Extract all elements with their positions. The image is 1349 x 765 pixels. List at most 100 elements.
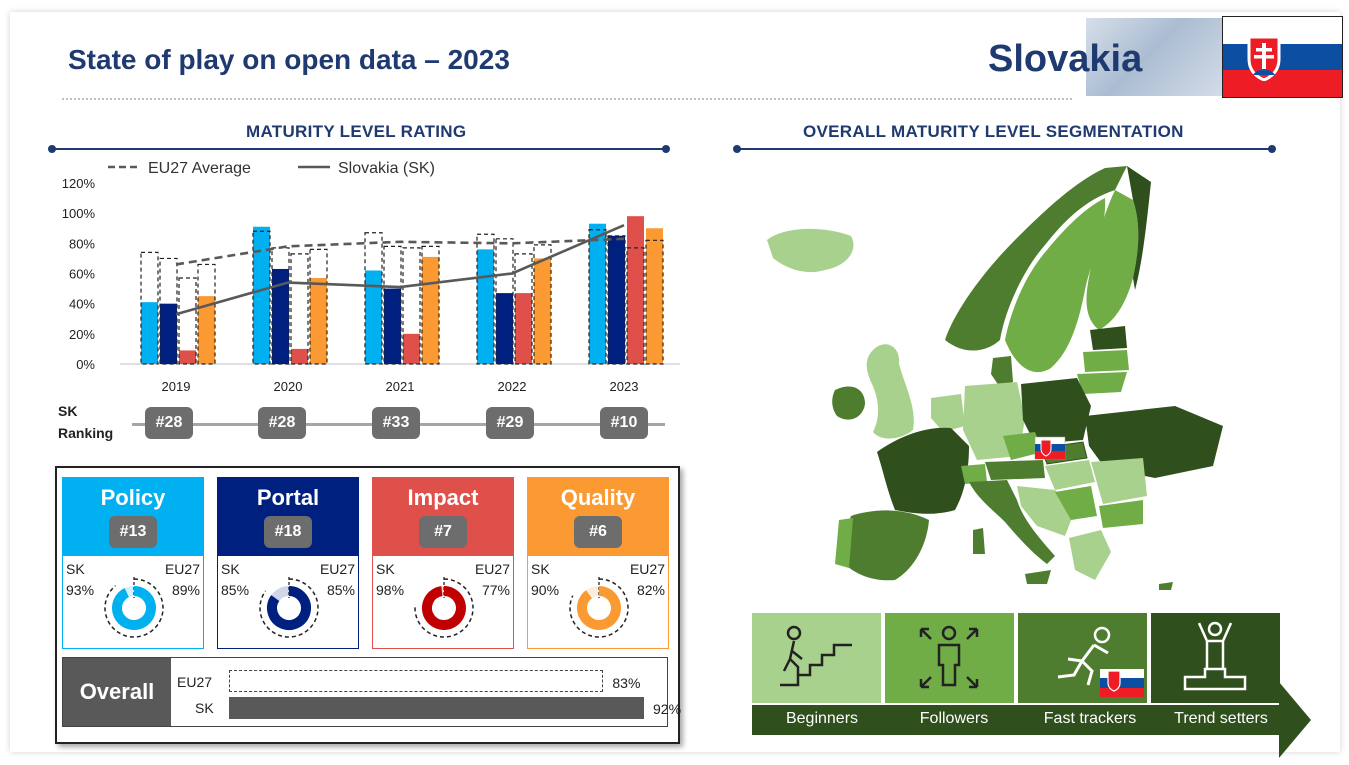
map-greece xyxy=(1069,530,1111,580)
eu27-outline-policy-2022 xyxy=(476,233,495,365)
maturity-rating-title: MATURITY LEVEL RATING xyxy=(246,122,467,141)
map-benelux xyxy=(931,394,965,432)
rank-badge-2019: #28 xyxy=(145,407,193,439)
bar-impact-2021 xyxy=(403,333,420,364)
bar-policy-2023 xyxy=(589,223,606,364)
segment-label-trend-setters: Trend setters xyxy=(1174,710,1268,727)
overall-sk-bar xyxy=(229,697,644,719)
impact-sk-value: 98% xyxy=(376,582,405,598)
eu27-outline-quality-2023 xyxy=(645,239,664,365)
map-serbia xyxy=(1055,486,1097,520)
quality-eu-label: EU27 xyxy=(629,561,665,577)
quality-sk-ring xyxy=(577,586,621,630)
y-tick-label: 120% xyxy=(62,176,96,191)
overall-eu27-value: 83% xyxy=(612,675,641,691)
impact-sk-ring xyxy=(422,586,466,630)
rank-badge-2021: #33 xyxy=(372,407,420,439)
bar-policy-2022 xyxy=(477,249,494,364)
overall-sk-name: SK xyxy=(195,700,214,716)
policy-eu-value: 89% xyxy=(171,582,200,598)
quality-card: Quality #6 SK 90% EU27 82% xyxy=(527,477,669,649)
x-tick-label: 2020 xyxy=(274,379,303,394)
segment-label-followers: Followers xyxy=(919,710,989,727)
bar-quality-2019 xyxy=(198,296,215,364)
map-north-east xyxy=(1127,166,1151,290)
impact-eu27-ring xyxy=(414,578,474,638)
overall-eu27-bar xyxy=(229,670,604,692)
segmentation-legend xyxy=(752,613,1281,735)
bar-portal-2020 xyxy=(272,268,289,364)
runner-icon xyxy=(1057,626,1144,697)
arrow-head-icon xyxy=(1279,682,1311,758)
stairs-climber-icon xyxy=(780,625,852,687)
ranking-label-line2: Ranking xyxy=(58,425,114,441)
bar-impact-2022 xyxy=(515,293,532,364)
bar-quality-2022 xyxy=(534,258,551,364)
portal-card-header: Portal #18 xyxy=(218,478,358,556)
bar-impact-2023 xyxy=(627,216,644,364)
eu27-outline-impact-2021 xyxy=(402,247,421,365)
y-tick-label: 0% xyxy=(76,357,95,372)
eu27-outline-policy-2019 xyxy=(140,251,159,365)
portal-eu-value: 85% xyxy=(326,582,355,598)
segment-label-fast-trackers: Fast trackers xyxy=(1043,710,1137,727)
policy-donut xyxy=(104,577,164,638)
eu27-outline-portal-2021 xyxy=(383,245,402,365)
segment-followers xyxy=(885,613,1014,703)
y-tick-label: 60% xyxy=(69,267,95,282)
policy-name: Policy xyxy=(100,485,166,510)
bar-portal-2021 xyxy=(384,288,401,364)
impact-sk-label: SK xyxy=(376,561,395,577)
rank-badge-2023: #10 xyxy=(600,407,648,439)
segment-trend-setters xyxy=(1151,613,1280,703)
eu27-outline-policy-2023 xyxy=(588,229,607,365)
map-spain xyxy=(844,510,929,581)
y-tick-label: 40% xyxy=(69,297,95,312)
x-tick-label: 2022 xyxy=(498,379,527,394)
eu27-outline-quality-2020 xyxy=(309,248,328,365)
policy-eu-label: EU27 xyxy=(164,561,200,577)
ranking-label-line1: SK xyxy=(58,403,78,419)
quality-name: Quality xyxy=(560,485,636,510)
impact-eu-value: 77% xyxy=(481,582,510,598)
ranking-label: SK Ranking xyxy=(58,400,113,444)
portal-ring-track xyxy=(267,586,311,630)
page-title: State of play on open data – 2023 xyxy=(68,44,510,75)
rank-badge-2020: #28 xyxy=(258,407,306,439)
map-portugal xyxy=(835,518,853,568)
map-austria xyxy=(985,460,1045,480)
slovakia-map-marker-icon xyxy=(1034,436,1066,460)
country-title: Slovakia xyxy=(988,38,1143,80)
policy-eu27-ring xyxy=(104,578,164,638)
eu27-outline-portal-2023 xyxy=(607,235,626,365)
bar-quality-2021 xyxy=(422,256,439,364)
bar-policy-2021 xyxy=(365,270,382,364)
map-czechia xyxy=(1003,432,1043,460)
quality-sk-value: 90% xyxy=(531,582,560,598)
portal-rank: #18 xyxy=(264,516,312,548)
segmentation-arrow-band xyxy=(752,705,1281,735)
quality-sk-label: SK xyxy=(531,561,550,577)
eu27-outline-quality-2021 xyxy=(421,245,440,365)
y-tick-label: 20% xyxy=(69,327,95,342)
quality-ring-track xyxy=(577,586,621,630)
slovakia-line xyxy=(175,224,625,316)
map-bulgaria xyxy=(1099,500,1143,528)
impact-card-header: Impact #7 xyxy=(373,478,513,556)
impact-card: Impact #7 SK 98% EU27 77% xyxy=(372,477,514,649)
quality-eu27-ring xyxy=(569,578,629,638)
header-divider xyxy=(62,98,1072,100)
map-denmark xyxy=(991,356,1013,386)
overall-sk-value: 92% xyxy=(653,701,682,717)
map-hungary xyxy=(1045,460,1095,490)
map-uk xyxy=(866,344,914,439)
x-tick-label: 2021 xyxy=(386,379,415,394)
portal-name: Portal xyxy=(256,485,320,510)
person-arrows-icon xyxy=(919,625,979,689)
map-italy xyxy=(969,480,1055,564)
eu27-outline-portal-2022 xyxy=(495,238,514,365)
segment-fast-trackers xyxy=(1018,613,1147,703)
policy-card: Policy #13 SK 93% EU27 89% xyxy=(62,477,204,649)
portal-eu-label: EU27 xyxy=(319,561,355,577)
eu27-outline-policy-2020 xyxy=(252,230,271,365)
